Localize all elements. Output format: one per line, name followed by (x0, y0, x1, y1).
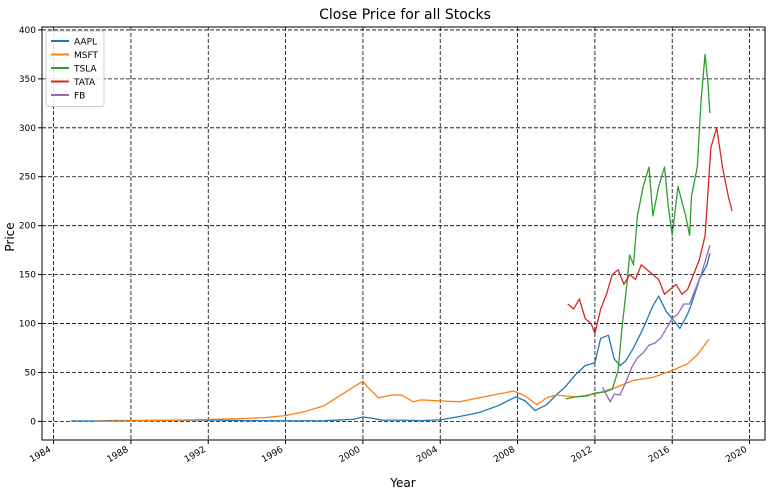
x-axis-label: Year (389, 476, 415, 490)
x-tick-label: 2016 (647, 445, 672, 465)
y-tick-label: 0 (30, 417, 36, 427)
legend-label-fb: FB (74, 92, 85, 102)
x-tick-label: 2012 (570, 445, 595, 465)
y-tick-label: 400 (19, 26, 36, 36)
x-tick-label: 1996 (260, 445, 285, 465)
series-line-msft (96, 338, 710, 422)
y-tick-label: 300 (19, 124, 36, 134)
legend-box (45, 30, 105, 107)
y-tick-label: 350 (19, 75, 36, 85)
legend-label-tata: TATA (73, 78, 96, 88)
y-tick-label: 100 (19, 320, 36, 330)
series-line-tsla (565, 53, 711, 400)
plot-frame (41, 26, 766, 441)
series-line-tata (567, 127, 733, 334)
series-layer (70, 53, 733, 422)
x-tick-label: 1988 (106, 445, 131, 465)
legend-label-msft: MSFT (74, 51, 98, 61)
x-tick-label: 2020 (724, 445, 749, 465)
grid (42, 27, 765, 440)
x-tick-label: 1992 (183, 445, 208, 465)
legend-label-tsla: TSLA (73, 65, 97, 75)
y-tick-label: 250 (19, 173, 36, 183)
y-tick-label: 150 (19, 271, 36, 281)
y-tick-label: 50 (25, 368, 37, 378)
x-tick-label: 2000 (338, 445, 363, 465)
x-tick-label: 2008 (492, 445, 517, 465)
series-line-aapl (70, 252, 711, 422)
x-tick-label: 1984 (28, 445, 53, 465)
series-line-fb (602, 245, 711, 403)
legend: AAPL MSFT TSLA TATA FB (45, 30, 105, 107)
x-axis-ticks: 1984 1988 1992 1996 2000 2004 2008 2012 2016 2020 (28, 440, 751, 465)
y-tick-label: 200 (19, 222, 36, 232)
legend-label-aapl: AAPL (74, 38, 97, 48)
y-axis-label: Price (3, 222, 17, 251)
y-axis-ticks: 0 50 100 150 200 250 300 350 400 (19, 26, 42, 427)
chart-title: Close Price for all Stocks (319, 7, 491, 23)
x-tick-label: 2004 (415, 445, 440, 465)
